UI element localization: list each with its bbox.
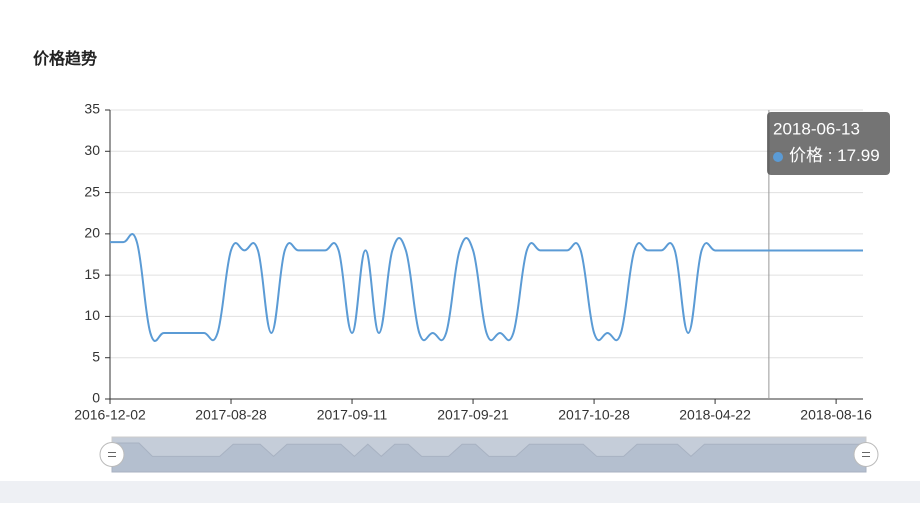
y-tick-label: 30 [84, 142, 100, 158]
footer-band [0, 481, 920, 503]
zoom-handle-grip [862, 452, 870, 457]
y-tick-label: 35 [84, 101, 100, 117]
x-tick-label: 2017-09-11 [317, 407, 388, 423]
tooltip-box [767, 112, 890, 175]
tooltip-title: 2018-06-13 [773, 119, 860, 138]
x-tick-label: 2016-12-02 [74, 407, 146, 423]
zoom-handle-grip [108, 452, 116, 457]
x-tick-label: 2017-10-28 [558, 407, 630, 423]
zoom-handle[interactable] [99, 442, 125, 467]
x-tick-label: 2017-08-28 [195, 407, 267, 423]
y-tick-label: 10 [84, 307, 100, 323]
line-series [110, 233, 863, 342]
y-tick-label: 15 [84, 266, 100, 282]
y-tick-label: 5 [92, 348, 100, 364]
tooltip: 2018-06-13 价格 : 17.99 [767, 112, 890, 175]
y-tick-label: 25 [84, 183, 100, 199]
tooltip-separator: : [823, 146, 837, 165]
x-tick-label: 2017-09-21 [437, 407, 509, 423]
y-tick-label: 0 [92, 390, 100, 406]
x-tick-label: 2018-08-16 [800, 407, 872, 423]
tooltip-value: 17.99 [837, 146, 880, 165]
y-tick-label: 20 [84, 225, 100, 241]
zoom-preview [111, 442, 867, 473]
tooltip-series-name: 价格 [789, 146, 823, 165]
tooltip-dot [773, 152, 783, 162]
zoom-handle[interactable] [853, 442, 879, 467]
chart-title: 价格趋势 [33, 49, 97, 68]
tooltip-row: 价格 : 17.99 [789, 146, 880, 165]
x-tick-label: 2018-04-22 [679, 407, 751, 423]
